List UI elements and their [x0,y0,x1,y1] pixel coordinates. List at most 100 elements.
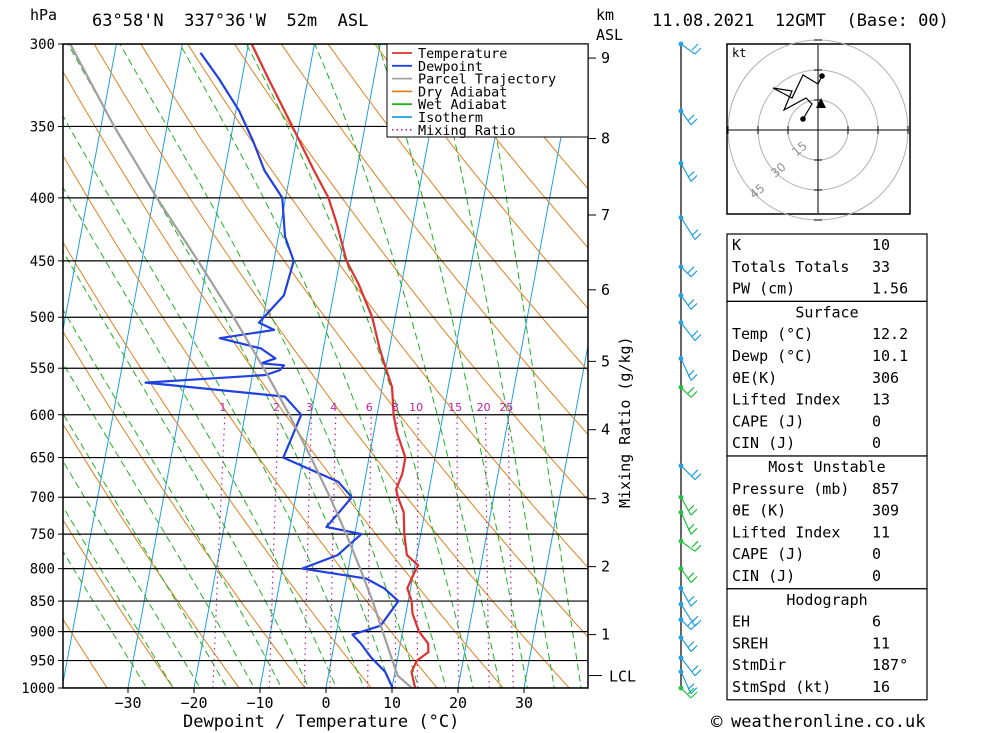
height-tick-label: 3 [601,490,610,508]
pressure-tick-label: 850 [30,594,55,610]
dry-adiabat-line [63,519,174,688]
hodograph-trace [772,74,823,120]
pressure-tick-label: 800 [30,562,55,578]
wind-level-dot [678,509,684,515]
website-credit: weatheronline.co.uk [731,712,925,732]
mixing-ratio-line [329,414,337,688]
table-row-label: SREH [732,634,768,652]
table-row-label: StmDir [732,656,786,674]
table-row-value: 13 [872,391,890,409]
pressure-tick-label: 950 [30,654,55,670]
dry-adiabat-line [280,44,588,436]
profile-series [69,44,430,688]
mixing-ratio-labels: 1 2 3 4 6 8 10 15 20 25 [219,401,513,414]
table-row-value: 306 [872,369,899,387]
mixing-ratio-label: 6 [366,401,373,414]
pressure-tick-label: 300 [30,37,55,53]
station-location: 63°58'N 337°36'W 52m ASL [92,11,368,31]
table-row-label: Lifted Index [732,391,840,409]
index-table: K 10 Totals Totals 33 PW (cm) 1.56 Surface Temp… [726,233,928,701]
temperature-tick-label: 10 [383,694,401,712]
mixing-ratio-label: 3 [306,401,313,414]
temperature-tick-label: 0 [321,694,330,712]
hodograph-unit: kt [732,46,746,60]
height-tick-label: 2 [601,558,610,576]
legend-box [386,43,589,138]
pressure-tick-label: 550 [30,361,55,377]
dry-adiabat-line [63,241,372,688]
mixing-ratio-line [212,414,226,688]
height-tick-label: 5 [601,352,610,370]
table-row-value: 187° [872,656,908,674]
dry-adiabat-line [420,44,588,249]
table-row-value: 0 [872,434,881,452]
mixing-ratio-label: 4 [330,401,337,414]
legend-label: Dewpoint [418,59,483,75]
table-section-title: Most Unstable [768,458,885,476]
mixing-ratio-label: 20 [477,401,491,414]
lcl-label: LCL [609,668,636,686]
pressure-tick-label: 450 [30,254,55,270]
hodograph-surface-point [800,116,806,122]
pressure-tick-label: 500 [30,310,55,326]
table-row-label: K [732,236,741,254]
mixing-ratio-axis-label: Mixing Ratio (g/kg) [616,336,634,508]
legend-label: Parcel Trajectory [418,72,556,88]
mixing-ratio-line [394,414,398,688]
pressure-tick-label: 650 [30,451,55,467]
temperature-tick-label: 20 [449,694,467,712]
table-row-label: θE(K) [732,369,777,387]
wind-barb [680,496,698,516]
mixing-ratio-label: 25 [499,401,513,414]
table-section-title: Hodograph [786,591,867,609]
table-section-title: Surface [795,303,858,321]
wet-adiabat-line [63,114,365,688]
table-row-value: 10 [872,236,890,254]
isotherm-line [259,44,381,688]
hodograph-top-point [819,73,825,79]
height-axis: 1 2 3 4 5 6 7 8 9 LCL [588,49,636,686]
pressure-unit: hPa [30,6,57,24]
legend-label: Wet Adiabat [418,97,507,113]
dry-adiabat-line [467,44,588,190]
pressure-tick-label: 1000 [21,681,55,697]
wind-barb [680,295,698,310]
isotherm-line [0,0,3,714]
pressure-axis: 300 350 400 450 500 550 600 650 700 750 800 850 900 9… [21,37,63,697]
wind-barb-profile [678,41,702,699]
table-row-label: θE (K) [732,502,786,520]
x-axis-label: Dewpoint / Temperature (°C) [183,712,459,732]
table-row-label: Temp (°C) [732,325,813,343]
wind-barb [680,110,698,126]
dry-adiabat-line [374,44,588,310]
dry-adiabat-line [63,618,108,688]
table-row-value: 12.2 [872,325,908,343]
isotherm-line [127,44,249,688]
temperature-tick-label: −30 [114,694,141,712]
wet-adiabat-line [63,308,283,688]
mixing-ratio-line [456,414,460,688]
wet-adiabat-line [377,44,528,688]
table-row-label: CAPE (J) [732,545,804,563]
table-row-label: CAPE (J) [732,412,804,430]
series-parcel-trajectory [69,44,413,688]
height-tick-label: 9 [601,49,610,67]
wind-barb [680,266,698,278]
table-row-label: CIN (J) [732,567,795,585]
table-block-section-0 [726,300,928,457]
table-block-section-2 [726,588,928,701]
storm-motion-marker [816,98,826,108]
height-unit-asl: ASL [596,26,623,44]
mixing-ratio-label: 10 [409,401,423,414]
height-tick-label: 7 [601,206,610,224]
isobar-lines [63,44,588,688]
wind-barb [680,217,702,241]
wind-barb [680,358,698,381]
wet-adiabat-line [63,550,148,688]
table-row-label: CIN (J) [732,434,795,452]
table-row-value: 11 [872,634,890,652]
legend-label: Temperature [418,46,507,62]
mixing-ratio-line [485,414,490,688]
wind-barb [680,657,702,677]
